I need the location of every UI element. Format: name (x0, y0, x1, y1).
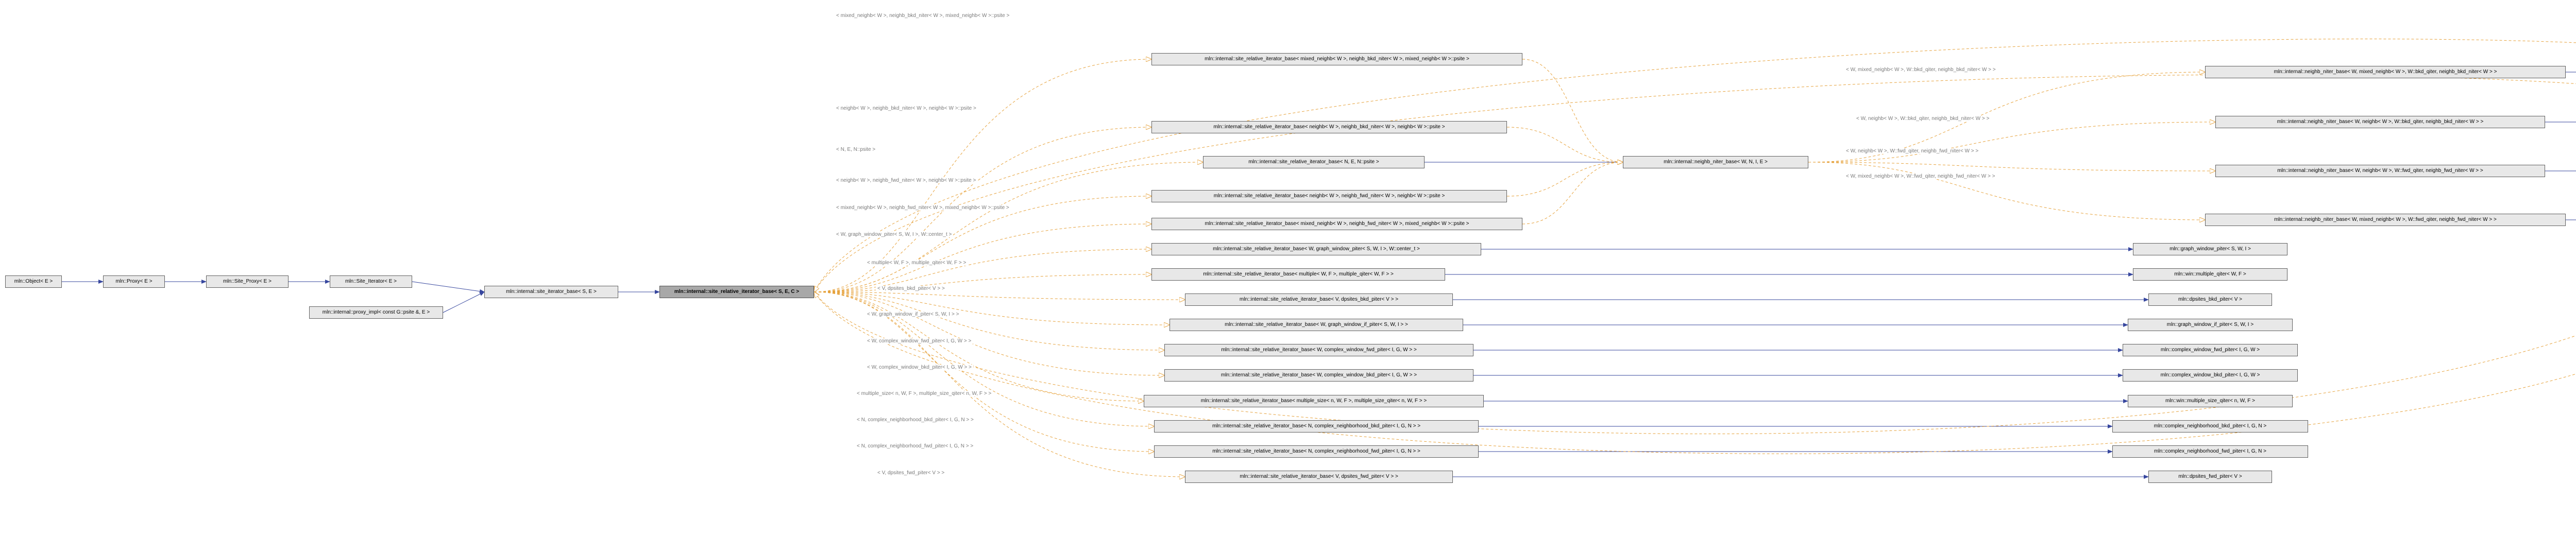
template-edge-label: < N, complex_neighborhood_fwd_piter< I, … (855, 443, 975, 449)
template-edge-label: < W, mixed_neighb< W >, W::bkd_qiter, ne… (1844, 67, 1997, 73)
template-edge-label: < W, complex_window_fwd_piter< I, G, W >… (866, 338, 973, 344)
class-node[interactable]: mln::internal::site_relative_iterator_ba… (1164, 369, 1473, 382)
diagram-canvas: mln::Object< E > mln::Proxy< E > mln::Site… (0, 0, 2576, 536)
template-edge-label: < W, neighb< W >, W::fwd_qiter, neighb_f… (1844, 148, 1980, 154)
class-node[interactable]: mln::complex_neighborhood_bkd_piter< I, … (2112, 420, 2308, 433)
template-edge-label: < N, complex_neighborhood_bkd_piter< I, … (855, 417, 975, 423)
class-node[interactable]: mln::Site_Proxy< E > (206, 275, 289, 288)
class-node[interactable]: mln::win::multiple_size_qiter< n, W, F > (2128, 395, 2293, 407)
class-node[interactable]: mln::internal::site_relative_iterator_ba… (1203, 156, 1425, 168)
template-edge-label: < W, neighb< W >, W::bkd_qiter, neighb_b… (1855, 116, 1991, 122)
template-edge-label: < neighb< W >, neighb_bkd_niter< W >, ne… (835, 106, 978, 111)
class-node[interactable]: mln::internal::site_relative_iterator_ba… (659, 286, 814, 298)
class-node[interactable]: mln::internal::neighb_niter_base< W, nei… (2215, 165, 2545, 177)
class-node[interactable]: mln::graph_window_piter< S, W, I > (2133, 243, 2287, 255)
template-edge-label: < V, dpsites_fwd_piter< V > > (876, 470, 946, 476)
class-node[interactable]: mln::internal::site_relative_iterator_ba… (1164, 344, 1473, 356)
template-edge-label: < N, E, N::psite > (835, 147, 877, 152)
class-node[interactable]: mln::dpsites_fwd_piter< V > (2148, 471, 2272, 483)
template-edge-label: < mixed_neighb< W >, neighb_bkd_niter< W… (835, 13, 1011, 19)
template-edge-label: < V, dpsites_bkd_piter< V > > (876, 286, 946, 291)
class-node[interactable]: mln::internal::neighb_niter_base< W, N, … (1623, 156, 1808, 168)
class-node[interactable]: mln::internal::site_iterator_base< S, E … (484, 286, 618, 298)
class-node[interactable]: mln::complex_window_bkd_piter< I, G, W > (2123, 369, 2298, 382)
class-node[interactable]: mln::internal::site_relative_iterator_ba… (1154, 445, 1479, 458)
template-edge-label: < neighb< W >, neighb_fwd_niter< W >, ne… (835, 178, 977, 183)
class-node[interactable]: mln::Proxy< E > (103, 275, 165, 288)
template-edge-label: < multiple< W, F >, multiple_qiter< W, F… (866, 260, 968, 266)
class-node[interactable]: mln::internal::site_relative_iterator_ba… (1151, 268, 1445, 281)
template-edge-label: < mixed_neighb< W >, neighb_fwd_niter< W… (835, 205, 1011, 211)
class-node[interactable]: mln::internal::site_relative_iterator_ba… (1185, 471, 1453, 483)
class-node[interactable]: mln::Object< E > (5, 275, 62, 288)
template-edge-label: < W, complex_window_bkd_piter< I, G, W >… (866, 365, 973, 370)
class-node[interactable]: mln::internal::site_relative_iterator_ba… (1185, 293, 1453, 306)
template-edge-label: < W, graph_window_if_piter< S, W, I > > (866, 312, 960, 317)
template-edge-label: < W, graph_window_piter< S, W, I >, W::c… (835, 232, 953, 237)
class-node[interactable]: mln::internal::site_relative_iterator_ba… (1151, 243, 1481, 255)
class-node[interactable]: mln::graph_window_if_piter< S, W, I > (2128, 319, 2293, 331)
class-node[interactable]: mln::complex_neighborhood_fwd_piter< I, … (2112, 445, 2308, 458)
class-node[interactable]: mln::internal::site_relative_iterator_ba… (1144, 395, 1484, 407)
class-node[interactable]: mln::complex_window_fwd_piter< I, G, W > (2123, 344, 2298, 356)
class-node[interactable]: mln::internal::proxy_impl< const G::psit… (309, 306, 443, 319)
class-node[interactable]: mln::internal::site_relative_iterator_ba… (1151, 218, 1522, 230)
template-edge-label: < multiple_size< n, W, F >, multiple_siz… (855, 391, 993, 396)
template-edge-label: < W, mixed_neighb< W >, W::fwd_qiter, ne… (1844, 174, 1996, 179)
class-node[interactable]: mln::internal::neighb_niter_base< W, mix… (2205, 214, 2566, 226)
class-node[interactable]: mln::internal::site_relative_iterator_ba… (1151, 121, 1507, 133)
class-node[interactable]: mln::win::multiple_qiter< W, F > (2133, 268, 2287, 281)
class-node[interactable]: mln::internal::neighb_niter_base< W, nei… (2215, 116, 2545, 128)
class-node[interactable]: mln::dpsites_bkd_piter< V > (2148, 293, 2272, 306)
class-node[interactable]: mln::internal::neighb_niter_base< W, mix… (2205, 66, 2566, 78)
class-node[interactable]: mln::internal::site_relative_iterator_ba… (1154, 420, 1479, 433)
class-node[interactable]: mln::internal::site_relative_iterator_ba… (1151, 53, 1522, 65)
class-node[interactable]: mln::internal::site_relative_iterator_ba… (1151, 190, 1507, 202)
class-node[interactable]: mln::internal::site_relative_iterator_ba… (1170, 319, 1463, 331)
class-node[interactable]: mln::Site_Iterator< E > (330, 275, 412, 288)
